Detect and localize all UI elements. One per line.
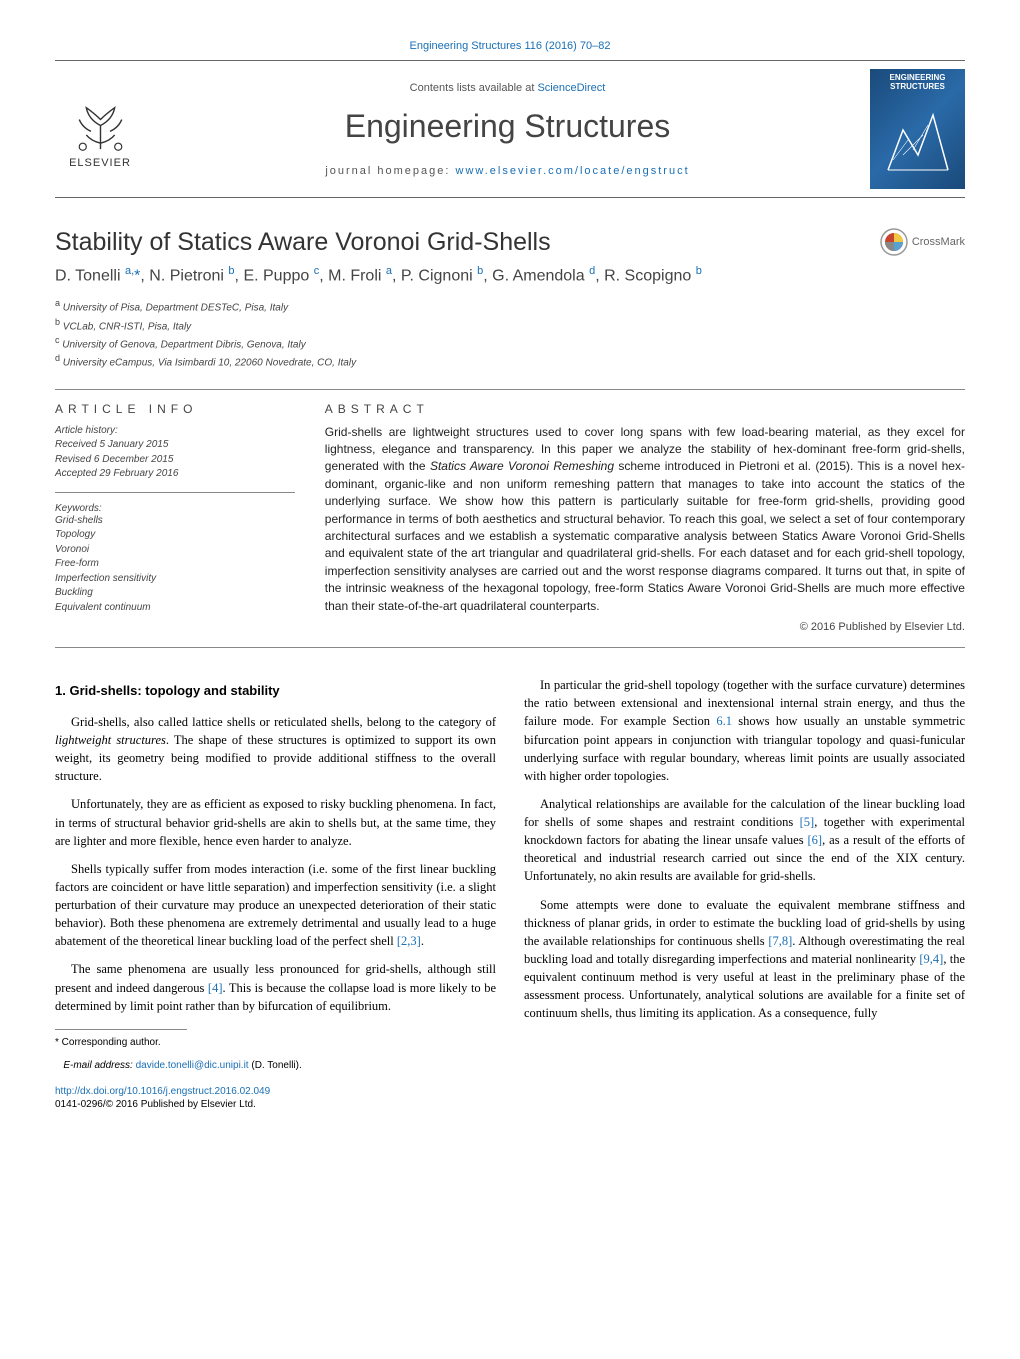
- journal-reference: Engineering Structures 116 (2016) 70–82: [55, 40, 965, 52]
- history-title: Article history:: [55, 424, 295, 439]
- abstract-text: Grid-shells are lightweight structures u…: [325, 424, 965, 615]
- body-para-2: Unfortunately, they are as efficient as …: [55, 795, 496, 849]
- article-info-column: ARTICLE INFO Article history: Received 5…: [55, 390, 310, 648]
- section-1-heading: 1. Grid-shells: topology and stability: [55, 682, 496, 701]
- email-line: E-mail address: davide.tonelli@dic.unipi…: [55, 1059, 496, 1073]
- elsevier-tree-icon: [63, 90, 138, 155]
- contents-line: Contents lists available at ScienceDirec…: [145, 82, 870, 94]
- received-date: Received 5 January 2015: [55, 438, 295, 453]
- email-link[interactable]: davide.tonelli@dic.unipi.it: [136, 1060, 249, 1071]
- abstract-copyright: © 2016 Published by Elsevier Ltd.: [325, 621, 965, 633]
- body-para-7: Some attempts were done to evaluate the …: [524, 896, 965, 1023]
- info-abstract-block: ARTICLE INFO Article history: Received 5…: [55, 389, 965, 649]
- homepage-link[interactable]: www.elsevier.com/locate/engstruct: [456, 165, 690, 177]
- body-para-1: Grid-shells, also called lattice shells …: [55, 713, 496, 786]
- doi-block: http://dx.doi.org/10.1016/j.engstruct.20…: [55, 1085, 496, 1112]
- journal-cover-thumbnail: ENGINEERING STRUCTURES: [870, 69, 965, 189]
- cover-title: ENGINEERING STRUCTURES: [875, 74, 960, 92]
- revised-date: Revised 6 December 2015: [55, 453, 295, 468]
- body-text: 1. Grid-shells: topology and stability G…: [55, 676, 965, 1112]
- cover-graphic-icon: [883, 100, 953, 175]
- keywords-list: Grid-shellsTopologyVoronoiFree-formImper…: [55, 514, 295, 616]
- doi-link[interactable]: http://dx.doi.org/10.1016/j.engstruct.20…: [55, 1086, 270, 1097]
- authors-line: D. Tonelli a,*, N. Pietroni b, E. Puppo …: [55, 265, 965, 285]
- crossmark-badge[interactable]: CrossMark: [880, 228, 965, 256]
- body-para-5: In particular the grid-shell topology (t…: [524, 676, 965, 785]
- affiliations: a University of Pisa, Department DESTeC,…: [55, 297, 965, 370]
- journal-name: Engineering Structures: [145, 108, 870, 145]
- body-para-6: Analytical relationships are available f…: [524, 795, 965, 886]
- journal-header: ELSEVIER Contents lists available at Sci…: [55, 60, 965, 198]
- abstract-column: ABSTRACT Grid-shells are lightweight str…: [310, 390, 965, 648]
- footnote-separator: [55, 1029, 187, 1030]
- keywords-title: Keywords:: [55, 503, 295, 514]
- abstract-label: ABSTRACT: [325, 402, 965, 416]
- article-info-label: ARTICLE INFO: [55, 402, 295, 416]
- homepage-line: journal homepage: www.elsevier.com/locat…: [145, 165, 870, 177]
- issn-line: 0141-0296/© 2016 Published by Elsevier L…: [55, 1099, 256, 1110]
- body-para-4: The same phenomena are usually less pron…: [55, 960, 496, 1014]
- crossmark-icon: [880, 228, 908, 256]
- sciencedirect-link[interactable]: ScienceDirect: [537, 82, 605, 94]
- homepage-prefix: journal homepage:: [325, 165, 455, 177]
- accepted-date: Accepted 29 February 2016: [55, 467, 295, 482]
- email-label: E-mail address:: [63, 1060, 135, 1071]
- email-suffix: (D. Tonelli).: [249, 1060, 302, 1071]
- crossmark-label: CrossMark: [912, 236, 965, 248]
- elsevier-name: ELSEVIER: [69, 157, 131, 169]
- elsevier-logo: ELSEVIER: [55, 84, 145, 174]
- contents-prefix: Contents lists available at: [410, 82, 538, 94]
- corresponding-author-note: * Corresponding author.: [55, 1036, 496, 1050]
- body-para-3: Shells typically suffer from modes inter…: [55, 860, 496, 951]
- paper-title: Stability of Statics Aware Voronoi Grid-…: [55, 228, 551, 257]
